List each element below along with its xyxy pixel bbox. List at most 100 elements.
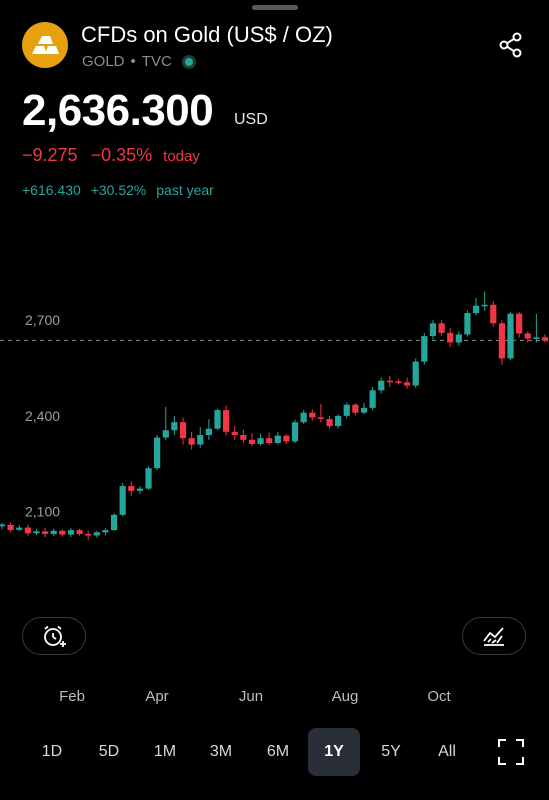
candle (7, 522, 14, 533)
candle (541, 334, 549, 343)
price-chart[interactable]: 2,700 2,400 2,100 (0, 285, 549, 585)
candle (110, 513, 118, 531)
candle (412, 358, 419, 388)
candle (464, 310, 471, 337)
candle (171, 415, 178, 435)
candle (214, 408, 221, 431)
x-tick-label: Apr (145, 688, 169, 705)
add-alert-button[interactable] (22, 617, 86, 655)
candle (472, 297, 480, 316)
candle (403, 377, 411, 389)
drag-handle[interactable] (252, 5, 298, 10)
candle (421, 332, 428, 365)
candle (257, 433, 264, 446)
range-button-1m[interactable]: 1M (153, 743, 177, 760)
x-tick-label: Jun (238, 688, 264, 705)
year-change-value: +616.430 (22, 182, 81, 198)
candle (85, 530, 92, 541)
gold-bars-icon (22, 22, 68, 68)
candle (179, 417, 187, 445)
candle (447, 328, 454, 348)
instrument-subtitle: GOLD • TVC (82, 53, 196, 70)
candle (369, 387, 376, 411)
range-button-6m[interactable]: 6M (266, 743, 290, 760)
yearly-change: +616.430 +30.52% past year (22, 182, 214, 198)
change-label: today (163, 148, 200, 165)
range-button-1d[interactable]: 1D (41, 743, 63, 760)
candle (317, 403, 325, 423)
candle (481, 291, 488, 311)
candle (205, 419, 212, 440)
candle (326, 415, 333, 429)
candle (67, 528, 75, 538)
candle (33, 528, 40, 536)
y-tick-label: 2,100 (25, 504, 60, 520)
candle (16, 525, 23, 532)
candle (119, 482, 126, 517)
fullscreen-button[interactable] (497, 738, 525, 766)
candle (386, 375, 393, 388)
candle (516, 312, 523, 338)
candle (266, 432, 273, 446)
share-icon[interactable] (496, 30, 526, 60)
candle (188, 431, 195, 450)
candle (395, 379, 402, 385)
candle (300, 410, 307, 424)
candle (41, 528, 49, 538)
range-button-5d[interactable]: 5D (98, 743, 120, 760)
candle (0, 522, 6, 530)
candle (154, 435, 161, 471)
y-tick-label: 2,700 (25, 312, 60, 328)
y-tick-label: 2,400 (25, 408, 60, 424)
x-tick-label: Feb (59, 688, 85, 705)
candle (429, 320, 437, 340)
candle (360, 403, 368, 415)
candle (145, 466, 152, 490)
candle (93, 530, 100, 538)
fullscreen-icon (498, 739, 524, 765)
candle (533, 313, 540, 343)
year-change-percent: +30.52% (90, 182, 147, 198)
candle (197, 427, 204, 448)
candle (162, 406, 169, 440)
range-selector: 1D 5D 1M 3M 6M 1Y 5Y All (0, 728, 549, 776)
exchange-label: TVC (141, 53, 172, 70)
range-button-3m[interactable]: 3M (209, 743, 233, 760)
change-percent: −0.35% (90, 145, 153, 165)
candle (438, 320, 445, 337)
range-button-all[interactable]: All (438, 743, 456, 760)
candle (343, 402, 350, 419)
candle (291, 419, 299, 443)
candle (524, 331, 531, 343)
year-change-label: past year (156, 182, 214, 198)
x-tick-label: Aug (331, 688, 359, 705)
candle (335, 414, 342, 429)
candle (352, 403, 359, 416)
candle (507, 312, 514, 360)
candle (102, 528, 109, 536)
x-axis: Feb Apr Jun Aug Oct (0, 688, 549, 708)
change-value: −9.275 (22, 145, 78, 165)
indicators-button[interactable] (462, 617, 526, 655)
candle (128, 481, 135, 496)
instrument-title: CFDs on Gold (US$ / OZ) (81, 22, 333, 47)
candle (283, 434, 290, 444)
candle (274, 431, 281, 445)
candle (240, 429, 247, 443)
area-chart-icon (483, 627, 504, 646)
price-currency: USD (234, 111, 268, 128)
candle (490, 300, 497, 327)
candle (59, 529, 66, 537)
candle (231, 426, 238, 440)
candle (76, 528, 83, 536)
daily-change: −9.275 −0.35% today (22, 145, 200, 166)
range-button-5y[interactable]: 5Y (381, 743, 401, 760)
candle (50, 528, 57, 536)
last-price: 2,636.300 (22, 86, 214, 135)
range-button-1y[interactable]: 1Y (308, 728, 360, 776)
candle (498, 320, 506, 365)
market-open-icon (181, 54, 196, 69)
candle (378, 377, 385, 394)
candle (136, 486, 144, 495)
candle (309, 409, 316, 421)
